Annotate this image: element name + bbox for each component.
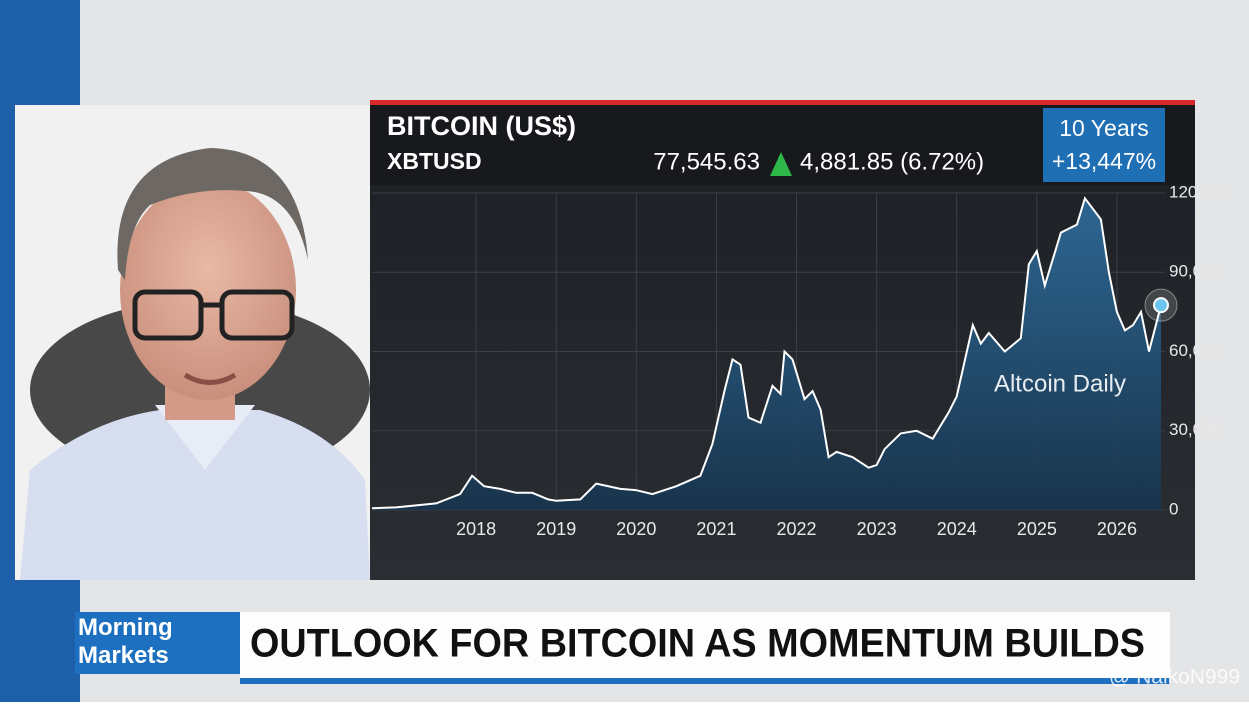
headline-box	[240, 612, 1170, 678]
price: 77,545.63	[653, 148, 760, 175]
x-tick-label: 2018	[456, 519, 496, 539]
chart-title: BITCOIN (US$)	[387, 111, 576, 141]
area-fill	[372, 198, 1161, 511]
x-tick-label: 2022	[777, 519, 817, 539]
y-tick-label: 120,000	[1169, 182, 1230, 201]
x-tick-label: 2021	[696, 519, 736, 539]
x-tick-label: 2019	[536, 519, 576, 539]
last-point	[1152, 297, 1169, 314]
headline: OUTLOOK FOR BITCOIN AS MOMENTUM BUILDS	[250, 622, 1145, 666]
up-arrow	[770, 152, 792, 176]
y-tick-label: 90,000	[1169, 262, 1221, 281]
plot: 0 30,000 60,000 90,000 120,000 2018 2019 2020 20…	[371, 182, 1230, 539]
x-tick-label: 2024	[937, 519, 977, 539]
period: 10 Years	[1059, 115, 1149, 141]
show-label-wrap: Morning Markets	[78, 614, 173, 669]
x-tick-label: 2025	[1017, 519, 1057, 539]
period-box	[1043, 108, 1165, 182]
y-tick-label: 60,000	[1169, 341, 1221, 360]
x-tick-label: 2020	[616, 519, 656, 539]
chart-watermark: Altcoin Daily	[994, 370, 1126, 397]
x-tick-label: 2023	[857, 519, 897, 539]
price-change: 4,881.85 (6.72%)	[800, 148, 984, 175]
show-name: Morning Markets	[78, 614, 173, 669]
headline-rule	[240, 678, 1170, 684]
y-tick-label: 30,000	[1169, 420, 1221, 439]
credit-watermark: @ NaikoN999	[1109, 666, 1240, 689]
period-change: +13,447%	[1052, 148, 1156, 174]
ticker: XBTUSD	[387, 148, 482, 174]
chart-panel-accent	[370, 100, 1195, 105]
presenter-video	[15, 105, 370, 580]
y-tick-label: 0	[1169, 499, 1178, 518]
show-box	[75, 612, 240, 674]
price-line	[371, 196, 1162, 510]
x-tick-label: 2026	[1097, 519, 1137, 539]
